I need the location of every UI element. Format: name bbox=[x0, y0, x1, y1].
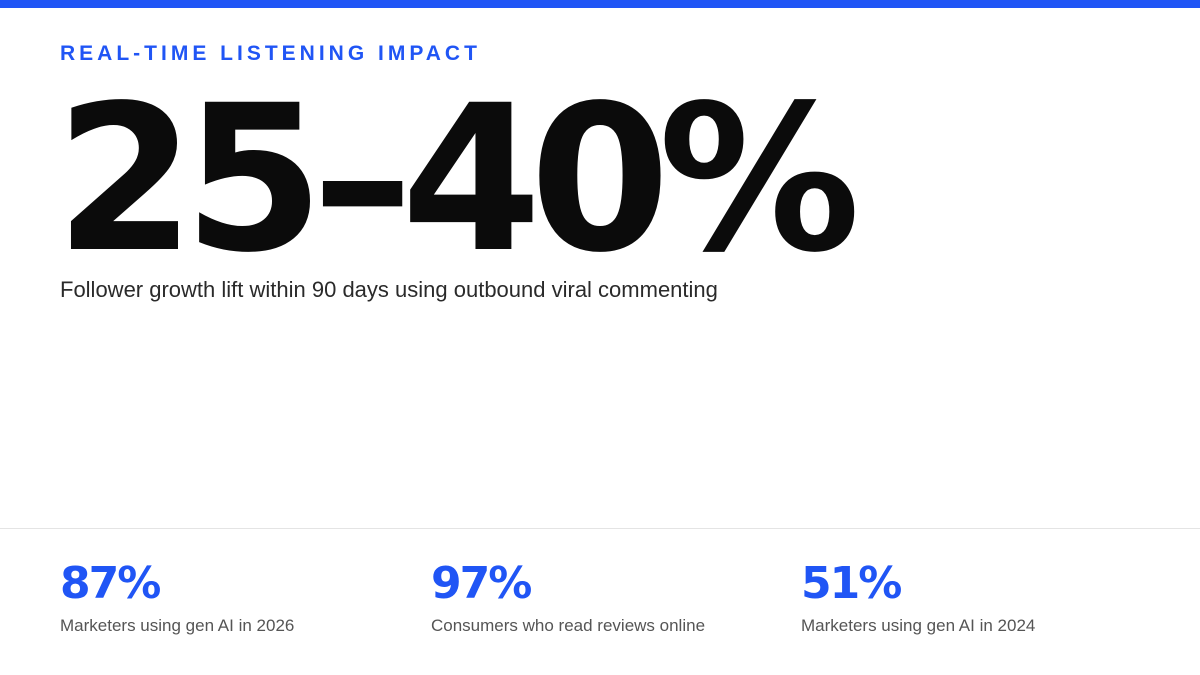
stat-card-reviews: 97% Consumers who read reviews online bbox=[431, 562, 791, 636]
stat-label: Consumers who read reviews online bbox=[431, 616, 706, 635]
stat-card-gen-ai-2024: 51% Marketers using gen AI in 2024 bbox=[801, 562, 1161, 636]
stat-value: 51% bbox=[801, 558, 902, 609]
stat-label: Marketers using gen AI in 2024 bbox=[801, 616, 1036, 635]
section-eyebrow: REAL-TIME LISTENING IMPACT bbox=[60, 42, 481, 65]
hero-stat-value: 25–40% bbox=[55, 61, 861, 297]
top-accent-bar bbox=[0, 0, 1200, 8]
stat-label: Marketers using gen AI in 2026 bbox=[60, 616, 295, 635]
hero-stat-caption: Follower growth lift within 90 days usin… bbox=[60, 277, 718, 302]
stat-value: 87% bbox=[60, 558, 161, 609]
stat-card-gen-ai-2026: 87% Marketers using gen AI in 2026 bbox=[60, 562, 420, 636]
section-divider bbox=[0, 528, 1200, 529]
stat-value: 97% bbox=[431, 558, 532, 609]
